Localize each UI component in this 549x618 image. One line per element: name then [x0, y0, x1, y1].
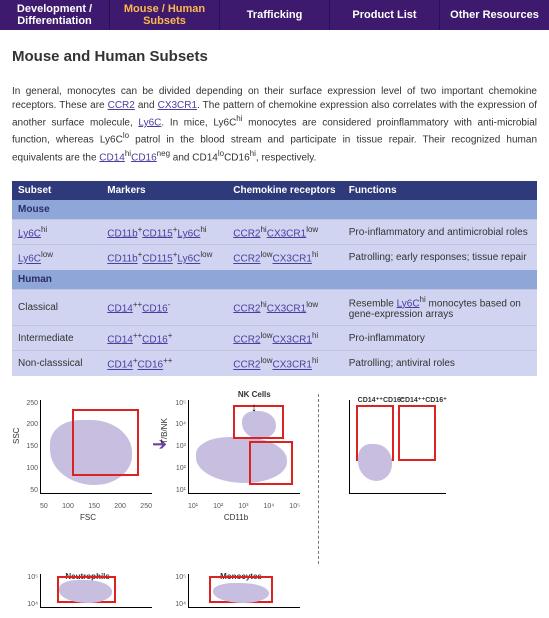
- plot-fsc-ssc: 25020015010050 50100150200250 SSC FSC: [18, 394, 158, 514]
- table-row: Ly6Clow CD11b+CD115+Ly6Clow CCR2lowCX3CR…: [12, 245, 537, 270]
- section-human: Human: [12, 270, 537, 290]
- link-ly6c[interactable]: Ly6C: [138, 117, 161, 128]
- subsets-table: Subset Markers Chemokine receptors Funct…: [12, 181, 537, 376]
- nav-trafficking[interactable]: Trafficking: [220, 0, 330, 30]
- table-row: Non-classsical CD14+CD16++ CCR2lowCX3CR1…: [12, 351, 537, 376]
- nav-development[interactable]: Development / Differentiation: [0, 0, 110, 30]
- plot-cd14-cd16: CD14⁺⁺CD16⁻ CD14⁺⁺CD16⁺: [327, 394, 452, 514]
- flow-plots-row1: 25020015010050 50100150200250 SSC FSC ➔ …: [12, 390, 537, 564]
- nav-other-resources[interactable]: Other Resources: [440, 0, 549, 30]
- link-ly6c-low[interactable]: Ly6C: [18, 254, 41, 265]
- table-row: Ly6Chi CD11b+CD115+Ly6Chi CCR2hiCX3CR1lo…: [12, 219, 537, 244]
- plot-neutrophils: Neutrophils 10⁵10⁴: [18, 568, 158, 608]
- table-row: Intermediate CD14++CD16+ CCR2lowCX3CR1hi…: [12, 325, 537, 350]
- page-title: Mouse and Human Subsets: [12, 48, 537, 65]
- th-chemokine: Chemokine receptors: [227, 181, 343, 200]
- link-ccr2[interactable]: CCR2: [108, 100, 135, 111]
- plot-monocytes: Monocytes 10⁵10⁴: [166, 568, 306, 608]
- link-cd16[interactable]: CD16: [131, 152, 157, 163]
- flow-plots-row2: Neutrophils 10⁵10⁴ Monocytes 10⁵10⁴: [12, 568, 537, 608]
- nav-subsets[interactable]: Mouse / Human Subsets: [110, 0, 220, 30]
- link-cd14[interactable]: CD14: [99, 152, 125, 163]
- divider: [318, 394, 319, 564]
- intro-text: In general, monocytes can be divided dep…: [12, 85, 537, 165]
- link-cx3cr1[interactable]: CX3CR1: [158, 100, 197, 111]
- th-markers: Markers: [101, 181, 227, 200]
- table-row: Classical CD14++CD16- CCR2hiCX3CR1low Re…: [12, 289, 537, 325]
- section-mouse: Mouse: [12, 200, 537, 220]
- top-nav: Development / Differentiation Mouse / Hu…: [0, 0, 549, 30]
- plot-cd11b-tbnk: NK Cells ↓ 10⁵10⁴10³10²10¹ 10¹10²10³10⁴1…: [166, 394, 306, 514]
- nav-product-list[interactable]: Product List: [330, 0, 440, 30]
- arrow-down-icon: ↓: [251, 400, 257, 414]
- th-subset: Subset: [12, 181, 101, 200]
- link-ly6c-hi[interactable]: Ly6C: [18, 228, 41, 239]
- page-content: Mouse and Human Subsets In general, mono…: [0, 30, 549, 618]
- th-functions: Functions: [343, 181, 537, 200]
